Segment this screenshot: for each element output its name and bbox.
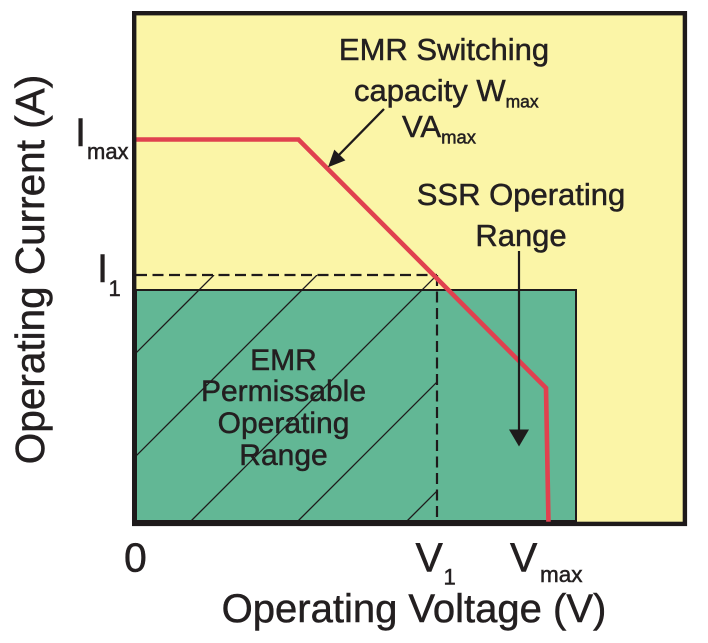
svg-text:max: max [87, 139, 129, 164]
svg-text:VAmax: VAmax [402, 109, 477, 148]
svg-text:I: I [97, 247, 108, 291]
svg-text:I: I [75, 111, 86, 155]
svg-text:V: V [510, 535, 538, 581]
svg-text:Range: Range [239, 439, 327, 472]
svg-text:0: 0 [124, 535, 147, 581]
svg-text:V: V [416, 535, 444, 581]
svg-text:Operating Current (A): Operating Current (A) [7, 75, 53, 464]
svg-text:SSR Operating: SSR Operating [417, 177, 626, 212]
svg-text:capacity Wmax: capacity Wmax [354, 73, 539, 112]
svg-text:EMR Switching: EMR Switching [339, 32, 549, 67]
svg-text:Range: Range [475, 218, 566, 253]
svg-text:Operating: Operating [218, 407, 350, 440]
svg-text:1: 1 [444, 565, 456, 590]
svg-text:EMR: EMR [250, 344, 317, 377]
svg-text:Permissable: Permissable [201, 375, 366, 408]
svg-text:1: 1 [109, 276, 121, 301]
svg-text:Operating Voltage (V): Operating Voltage (V) [222, 587, 607, 631]
svg-text:max: max [540, 562, 583, 587]
